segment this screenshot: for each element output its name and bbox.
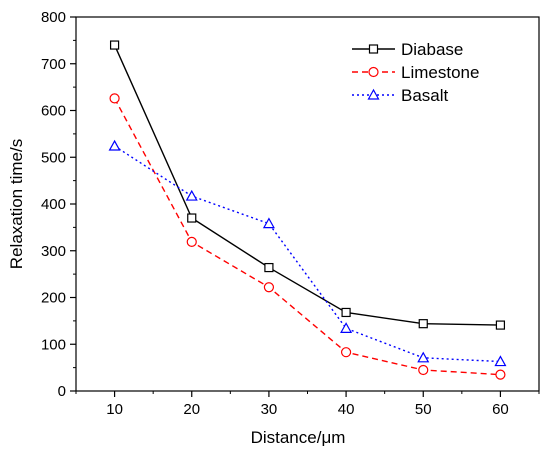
basalt-point xyxy=(262,217,275,229)
legend-item-limestone: Limestone xyxy=(352,63,479,82)
diabase-line xyxy=(113,44,501,326)
y-tick-label: 500 xyxy=(41,149,66,166)
x-tick-label: 40 xyxy=(338,401,355,418)
y-tick-label: 800 xyxy=(41,9,66,26)
legend-label-basalt: Basalt xyxy=(401,86,449,105)
diabase-point xyxy=(341,307,351,318)
legend-swatch-marker xyxy=(368,44,379,54)
x-tick-label: 60 xyxy=(492,401,509,418)
basalt-point xyxy=(417,351,430,363)
legend-label-limestone: Limestone xyxy=(401,63,479,82)
series-basalt xyxy=(108,139,507,367)
y-tick-label: 0 xyxy=(58,383,66,400)
diabase-point xyxy=(187,213,197,223)
x-axis-title: Distance/μm xyxy=(251,428,346,447)
limestone-point xyxy=(109,93,120,104)
basalt-point xyxy=(108,139,121,151)
y-tick-label: 700 xyxy=(41,56,66,73)
diabase-point xyxy=(418,319,428,329)
limestone-line xyxy=(113,98,501,376)
legend-label-diabase: Diabase xyxy=(401,40,463,59)
y-tick-label: 400 xyxy=(41,196,66,213)
series-group xyxy=(108,40,507,380)
diabase-point xyxy=(495,320,506,330)
legend-swatch-marker xyxy=(367,88,380,100)
x-tick-label: 20 xyxy=(183,401,200,418)
basalt-point xyxy=(340,322,353,333)
y-tick-label: 600 xyxy=(41,103,66,120)
legend-swatch-marker xyxy=(368,66,379,78)
basalt-point xyxy=(185,189,198,201)
y-axis-title: Relaxation time/s xyxy=(7,139,26,269)
diabase-point xyxy=(109,40,120,50)
y-tick-label: 300 xyxy=(41,243,66,260)
series-diabase xyxy=(109,40,506,330)
legend-item-diabase: Diabase xyxy=(352,40,463,59)
limestone-point xyxy=(418,364,429,376)
limestone-point xyxy=(340,347,352,358)
legend-item-basalt: Basalt xyxy=(352,86,449,105)
x-tick-label: 10 xyxy=(106,401,123,418)
basalt-point xyxy=(494,355,507,367)
limestone-point xyxy=(263,282,275,293)
x-tick-label: 30 xyxy=(261,401,278,418)
y-tick-label: 100 xyxy=(41,336,66,353)
legend: Diabase Limestone Basalt xyxy=(352,40,479,105)
y-tick-label: 200 xyxy=(41,290,66,307)
limestone-point xyxy=(495,369,506,380)
diabase-point xyxy=(264,262,274,273)
basalt-line xyxy=(114,145,501,363)
series-limestone xyxy=(109,93,506,380)
x-tick-label: 50 xyxy=(415,401,432,418)
limestone-point xyxy=(186,236,197,247)
